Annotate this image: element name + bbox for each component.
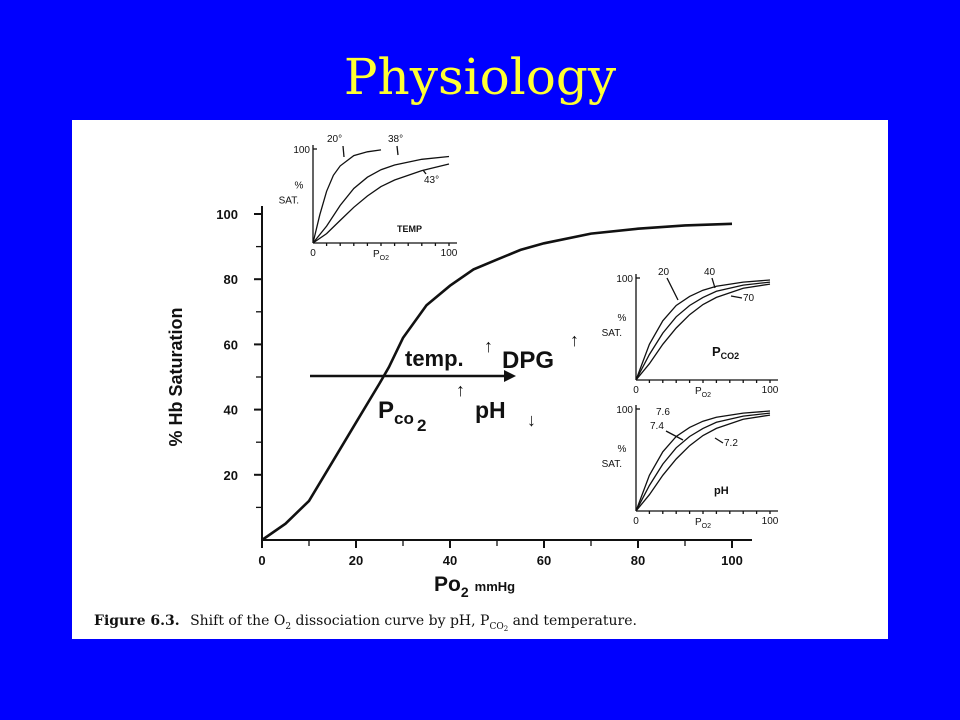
inset-ph-y-label-sat: SAT. — [602, 459, 622, 470]
inset-ph-series-label: 7.6 — [656, 407, 670, 418]
pco2-label-main: P — [378, 397, 394, 424]
main-x-tick-label: 0 — [258, 553, 265, 568]
inset-pco2-curve-40 — [635, 281, 771, 381]
main-y-axis-label: % Hb Saturation — [166, 307, 186, 446]
inset-pco2-y-label-sat: SAT. — [602, 328, 622, 339]
temp-up-arrow: ↑ — [484, 336, 493, 356]
inset-temp-series-label: 43° — [424, 175, 439, 186]
caption-sub: 2 — [285, 622, 291, 632]
inset-pco2-x-axis-label-main: P — [695, 386, 702, 397]
shift-arrow-head — [504, 370, 516, 382]
inset-pco2-series-label: 40 — [704, 267, 716, 278]
main-dissociation-curve — [261, 222, 733, 542]
inset-ph-y-label-pct: % — [618, 444, 627, 455]
main-x-axis-label: Po2 mmHg — [434, 573, 515, 600]
caption-mid: dissociation curve by pH, P — [291, 613, 489, 629]
inset-pco2-x-axis-label: PO2 — [695, 386, 711, 399]
inset-pco2-series-leader — [666, 277, 679, 301]
main-x-tick-label: 80 — [631, 553, 645, 568]
main-y-tick-label: 20 — [224, 468, 238, 483]
inset-temp-series-leader — [422, 169, 427, 175]
inset-ph-series-label: 7.2 — [724, 438, 738, 449]
inset-temp-x-axis-label-sub: O2 — [380, 255, 389, 262]
inset-ph-y-tick-label: 100 — [616, 405, 633, 416]
inset-temp-curve-43° — [312, 163, 450, 244]
main-y-tick-label: 60 — [224, 337, 238, 352]
main-x-tick-label: 100 — [721, 553, 743, 568]
inset-temp-y-label-sat: SAT. — [279, 195, 299, 206]
caption-co: CO — [489, 622, 503, 632]
inset-temp-y-label-pct: % — [295, 180, 304, 191]
main-x-axis-label-main: Po — [434, 573, 461, 596]
caption-main: Shift of the O — [190, 613, 285, 629]
inset-pco2-x-tick-label: 100 — [762, 385, 779, 396]
pco2-label-sub: co — [394, 409, 414, 428]
inset-temp-x-axis-label-main: P — [373, 249, 380, 260]
inset-ph-x-axis-label-sub: O2 — [702, 523, 711, 530]
figure-caption: Figure 6.3. Shift of the O2 dissociation… — [94, 613, 637, 633]
caption-co-sub: 2 — [504, 625, 508, 633]
figure-panel: 0 20 40 60 80 100 20 40 60 80 100% Hb Saturation Po… — [72, 120, 888, 639]
inset-ph-x-axis-label-main: P — [695, 517, 702, 528]
inset-pco2-x-axis-label-sub: O2 — [702, 392, 711, 399]
inset-temp-series-label: 38° — [388, 134, 403, 145]
inset-temp-series-leader — [342, 145, 345, 158]
inset-ph-series-leader — [665, 430, 684, 441]
inset-ph-series-leader — [714, 437, 724, 444]
inset-pco2-corner-label: PCO2 — [712, 344, 739, 361]
inset-ph-corner-label: pH — [714, 485, 729, 497]
inset-temp-series-leader — [396, 145, 399, 156]
inset-pco2-corner-label-main: P — [712, 344, 721, 359]
main-y-tick-label: 40 — [224, 403, 238, 418]
pco2-up-arrow: ↑ — [456, 380, 465, 400]
main-y-tick-label: 100 — [216, 207, 238, 222]
main-x-axis-label-unit: mmHg — [475, 579, 516, 594]
inset-pco2-series-label: 20 — [658, 267, 670, 278]
inset-pco2-curve-70 — [635, 283, 771, 381]
inset-ph-x-tick-label: 0 — [633, 516, 639, 527]
inset-temp-x-tick-label: 100 — [441, 248, 458, 259]
main-x-axis-label-sub: 2 — [461, 584, 469, 600]
inset-temp-series-label: 20° — [327, 134, 342, 145]
inset-temp-x-axis-label: PO2 — [373, 249, 389, 262]
inset-ph-curve-7.2 — [635, 414, 771, 512]
slide-title: Physiology — [343, 48, 617, 106]
main-x-tick-label: 60 — [537, 553, 551, 568]
inset-pco2-curve-20 — [635, 279, 771, 381]
temp-label: temp. — [405, 346, 464, 371]
inset-pco2-x-tick-label: 0 — [633, 385, 639, 396]
inset-temp-y-tick-label: 100 — [293, 145, 310, 156]
inset-chart-temp: 0 100 100% SAT. PO2 20° 38° 43° TEMP — [279, 134, 458, 262]
main-y-tick-label: 80 — [224, 272, 238, 287]
pco2-label-sub2: 2 — [417, 416, 426, 435]
main-x-tick-label: 20 — [349, 553, 363, 568]
inset-temp-curve-20° — [312, 149, 382, 244]
ph-label: pH — [475, 397, 506, 423]
dpg-label: DPG — [502, 347, 554, 374]
inset-ph-curve-7.4 — [635, 412, 771, 512]
inset-pco2-y-tick-label: 100 — [616, 274, 633, 285]
inset-temp-corner-label: TEMP — [397, 224, 422, 234]
inset-ph-x-tick-label: 100 — [762, 516, 779, 527]
ph-down-arrow: ↓ — [527, 410, 536, 430]
inset-pco2-y-label-pct: % — [618, 313, 627, 324]
inset-chart-ph: 0 100 100% SAT. PO2 7.6 7.4 7.2 pH — [602, 405, 779, 530]
inset-ph-series-label: 7.4 — [650, 421, 664, 432]
main-x-tick-label: 40 — [443, 553, 457, 568]
dpg-up-arrow: ↑ — [570, 330, 579, 350]
caption-prefix: Figure 6.3. — [94, 613, 180, 629]
inset-pco2-series-label: 70 — [743, 293, 755, 304]
inset-pco2-corner-label-sub: CO2 — [721, 351, 740, 361]
inset-pco2-series-leader — [711, 277, 716, 289]
inset-temp-x-tick-label: 0 — [310, 248, 316, 259]
inset-pco2-series-leader — [730, 295, 743, 299]
shift-annotation: temp. ↑ DPG ↑ ↑ P co 2 pH ↓ — [310, 330, 579, 435]
caption-end: and temperature. — [508, 613, 637, 629]
inset-temp-curve-38° — [312, 155, 450, 244]
inset-ph-x-axis-label: PO2 — [695, 517, 711, 530]
inset-ph-curve-7.6 — [635, 410, 771, 512]
